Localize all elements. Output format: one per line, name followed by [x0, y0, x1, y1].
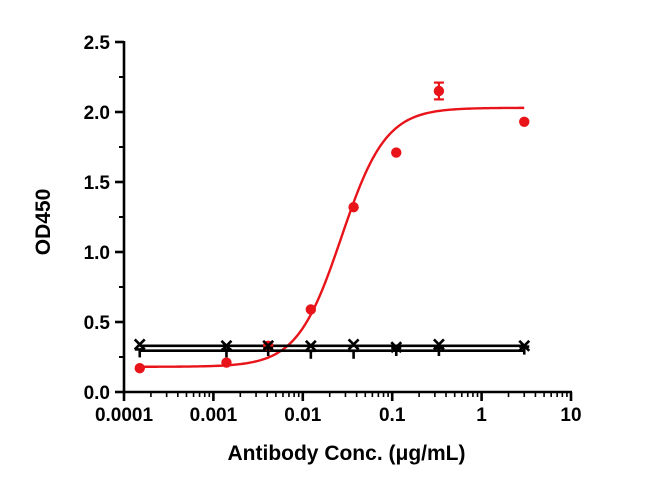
data-point-series-1 — [519, 116, 530, 128]
data-point-series-1 — [391, 147, 402, 158]
data-point-series-2 — [304, 339, 317, 352]
x-tick-label: 10 — [560, 405, 581, 426]
fit-curves — [139, 106, 525, 368]
x-tick-label: 0.01 — [284, 405, 321, 426]
data-point-series-2 — [347, 338, 360, 351]
y-tick-label: 0.0 — [84, 383, 110, 404]
y-tick-label: 2.0 — [84, 103, 110, 124]
x-tick-label: 0.001 — [190, 405, 238, 426]
data-point-series-3 — [519, 345, 530, 355]
y-tick-label: 1.0 — [84, 243, 110, 264]
data-point-series-1 — [433, 85, 445, 97]
data-point-series-3 — [134, 348, 145, 358]
x-tick-label: 0.0001 — [95, 405, 154, 426]
axes: 0.0 0.5 1.0 1.5 2.0 2.5 0.0001 0.001 0.01 0.1 1 10 — [84, 33, 582, 426]
data-point-series-1 — [305, 304, 317, 315]
data-point-series-3 — [221, 348, 232, 358]
data-point-series-3 — [348, 349, 359, 359]
data-point-series-3 — [433, 346, 444, 356]
data-point-series-3 — [263, 346, 274, 356]
data-point-series-1 — [134, 363, 145, 374]
x-axis-title: Antibody Conc. (μg/mL) — [228, 442, 466, 465]
y-axis-title: OD450 — [32, 189, 55, 256]
data-point-series-1 — [348, 202, 359, 213]
data-point-series-1 — [221, 357, 232, 368]
x-tick-label: 1 — [476, 405, 487, 426]
fit-curve-series-1 — [139, 106, 525, 368]
data-point-series-3 — [305, 349, 316, 359]
x-tick-label: 0.1 — [379, 405, 406, 426]
data-point-series-3 — [391, 346, 402, 356]
y-tick-label: 1.5 — [84, 173, 111, 194]
data-points — [133, 81, 531, 374]
data-point-series-2 — [133, 338, 146, 351]
y-tick-label: 0.5 — [84, 313, 111, 334]
y-tick-label: 2.5 — [84, 33, 111, 54]
